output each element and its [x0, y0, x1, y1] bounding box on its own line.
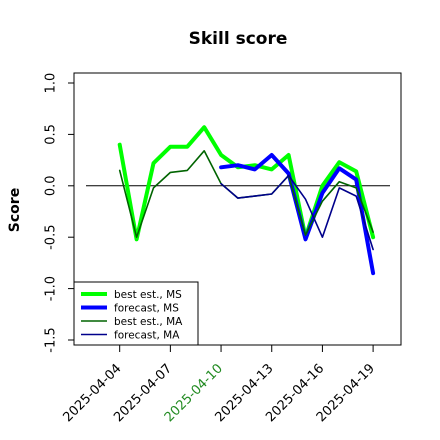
legend-label: forecast, MA [114, 330, 180, 342]
legend-label: forecast, MS [114, 303, 179, 315]
y-tick-label: 0.0 [44, 175, 59, 196]
y-axis: -1.5 -1.0 -0.5 0.0 0.5 1.0 [44, 73, 74, 353]
y-axis-label: Score [7, 188, 23, 232]
y-tick-label: 1.0 [44, 73, 59, 94]
series-line-4 [220, 174, 374, 251]
y-tick-label: -0.5 [44, 225, 59, 250]
y-tick-label: 0.5 [44, 124, 59, 145]
series-line-2 [219, 153, 376, 276]
legend-label: best est., MS [114, 289, 182, 301]
x-axis: 2025-04-042025-04-072025-04-102025-04-13… [60, 345, 378, 425]
y-tick-label: -1.5 [44, 327, 59, 352]
series-layer [117, 125, 376, 276]
plot-area-border [73, 72, 402, 346]
y-tick-label: -1.0 [44, 276, 59, 301]
series-line-3 [118, 150, 374, 238]
legend-label: best est., MA [114, 316, 183, 328]
chart-title: Skill score [189, 29, 288, 49]
